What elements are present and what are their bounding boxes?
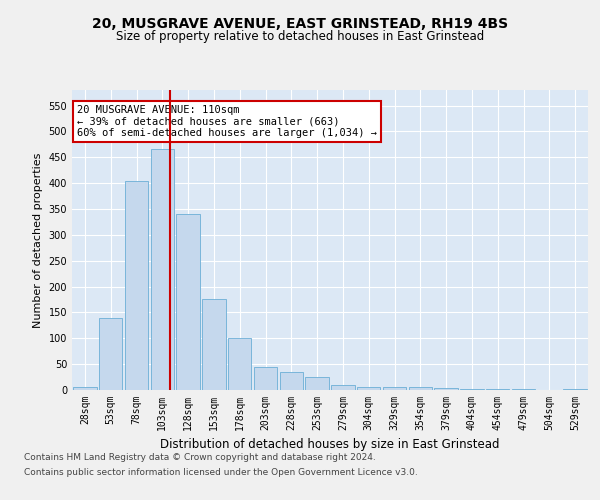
Bar [280,372,303,390]
Y-axis label: Number of detached properties: Number of detached properties [33,152,43,328]
Text: Size of property relative to detached houses in East Grinstead: Size of property relative to detached ho… [116,30,484,43]
Bar [125,180,148,390]
Text: 20 MUSGRAVE AVENUE: 110sqm
← 39% of detached houses are smaller (663)
60% of sem: 20 MUSGRAVE AVENUE: 110sqm ← 39% of deta… [77,105,377,138]
Bar [202,300,226,390]
Bar [383,388,406,390]
X-axis label: Distribution of detached houses by size in East Grinstead: Distribution of detached houses by size … [160,438,500,452]
Bar [99,318,122,390]
Bar [151,150,174,390]
Bar [563,389,587,390]
Bar [305,377,329,390]
Bar [460,389,484,390]
Text: Contains HM Land Registry data © Crown copyright and database right 2024.: Contains HM Land Registry data © Crown c… [24,453,376,462]
Bar [434,388,458,390]
Bar [331,385,355,390]
Bar [409,388,432,390]
Bar [176,214,200,390]
Text: Contains public sector information licensed under the Open Government Licence v3: Contains public sector information licen… [24,468,418,477]
Bar [357,388,380,390]
Bar [254,366,277,390]
Text: 20, MUSGRAVE AVENUE, EAST GRINSTEAD, RH19 4BS: 20, MUSGRAVE AVENUE, EAST GRINSTEAD, RH1… [92,18,508,32]
Bar [73,388,97,390]
Bar [228,338,251,390]
